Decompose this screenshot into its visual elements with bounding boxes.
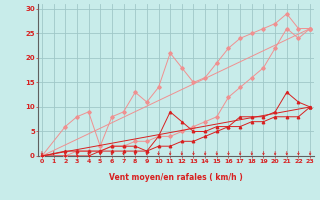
X-axis label: Vent moyen/en rafales ( km/h ): Vent moyen/en rafales ( km/h ) bbox=[109, 173, 243, 182]
